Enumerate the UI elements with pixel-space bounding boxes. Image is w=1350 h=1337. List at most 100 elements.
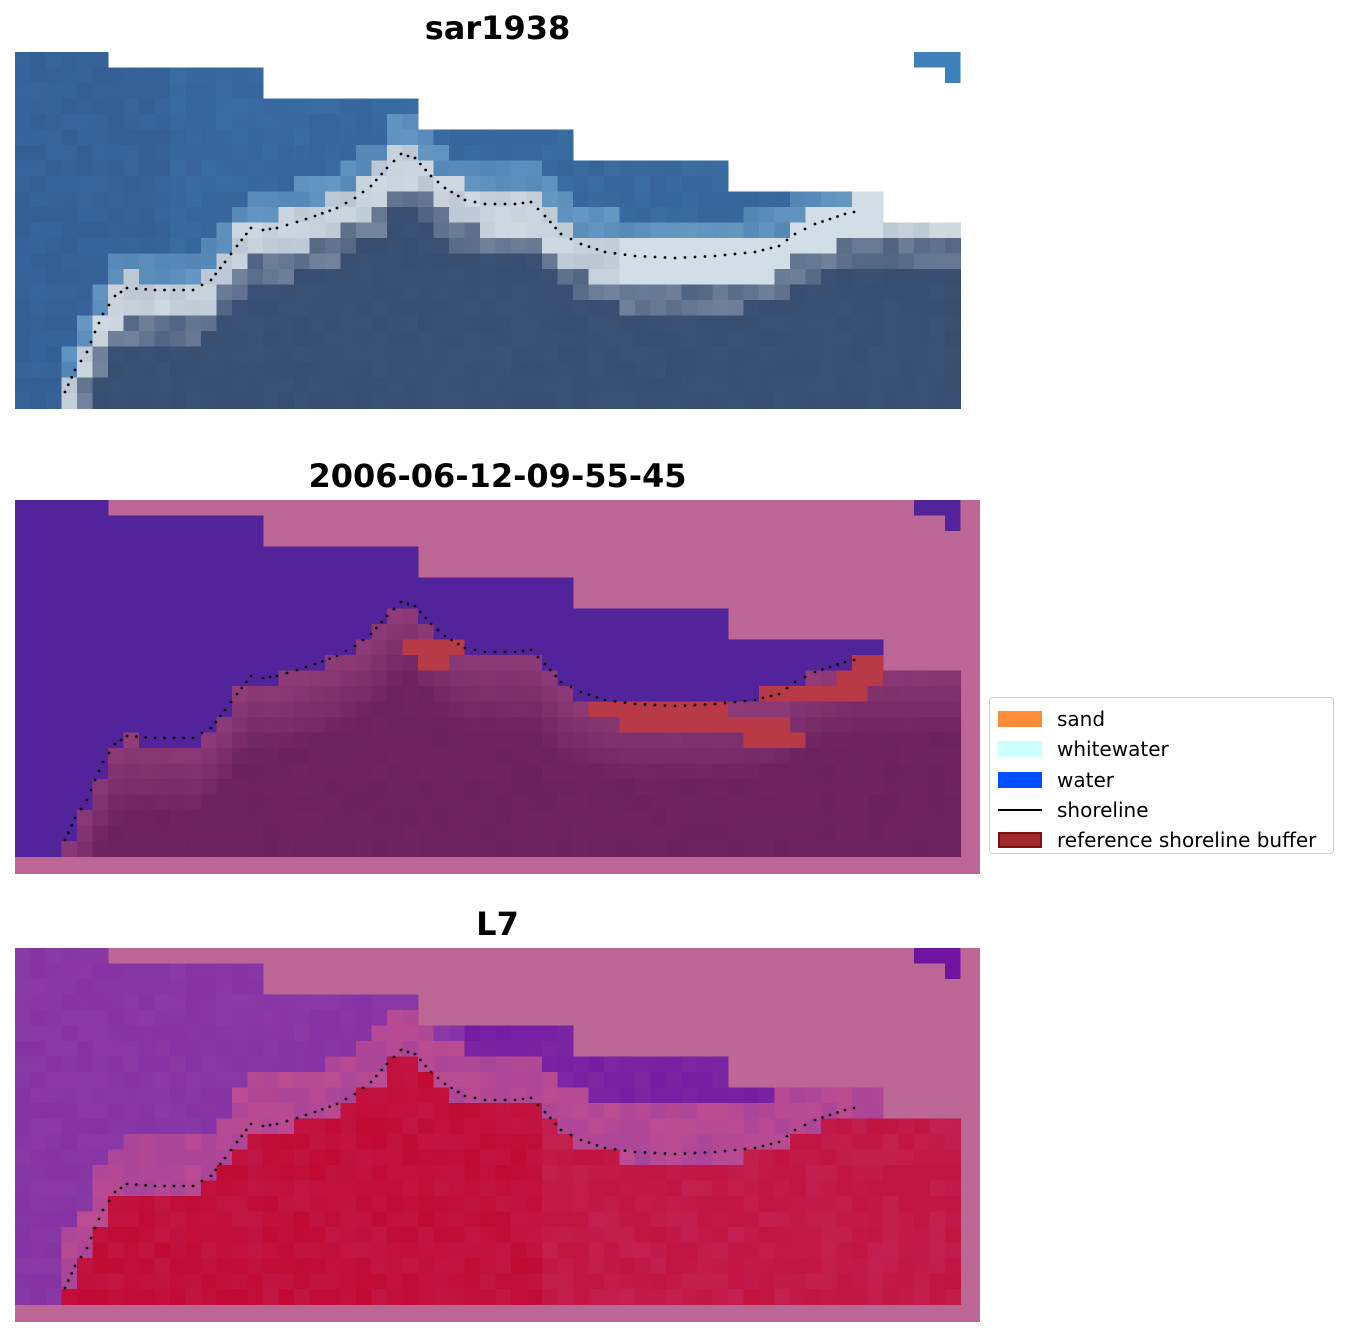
index-pixel [232,1103,248,1119]
class-pixel [588,732,605,749]
index-pixel [123,1211,140,1228]
shoreline-dot [182,1184,185,1188]
image-pixel [77,284,93,301]
index-pixel [108,963,124,980]
class-pixel [418,577,434,594]
class-pixel [92,562,109,578]
image-pixel [371,98,388,115]
image-pixel [774,300,791,316]
class-pixel [402,608,419,625]
classified-image [15,500,980,874]
index-pixel [805,1087,822,1104]
class-pixel [511,701,527,718]
shoreline-dot [521,1097,525,1101]
shoreline-dot [113,294,117,298]
class-pixel [294,717,310,733]
class-pixel [511,670,527,687]
class-pixel [433,608,450,625]
index-pixel [945,1134,961,1150]
image-pixel [15,315,31,332]
class-pixel [511,717,527,733]
class-pixel [371,794,388,811]
class-pixel [201,841,217,857]
image-pixel [805,269,822,285]
class-pixel [635,608,651,625]
class-pixel [697,624,713,640]
class-pixel [573,810,589,826]
class-pixel [464,608,481,625]
reference-buffer-swatch [998,832,1042,849]
image-pixel [123,377,140,394]
image-pixel [542,176,558,192]
image-pixel [449,160,465,177]
shoreline-dot [249,1122,253,1126]
image-pixel [495,176,512,192]
class-pixel [77,810,93,826]
index-pixel [387,1118,403,1135]
index-pixel [61,994,78,1011]
image-pixel [526,160,543,177]
class-pixel [557,670,574,687]
image-pixel [852,222,868,239]
class-pixel [170,546,186,563]
class-pixel [542,841,558,857]
image-pixel [805,191,822,208]
shoreline-dot [153,288,157,292]
index-pixel [511,1196,527,1212]
index-pixel [805,1180,822,1197]
index-pixel [387,1242,403,1259]
class-pixel [232,624,248,640]
image-pixel [278,253,295,270]
index-pixel [805,1134,822,1150]
image-pixel [170,145,186,161]
image-pixel [635,160,651,177]
shoreline-dot [70,1271,74,1275]
image-pixel [557,160,574,177]
image-pixel [790,377,806,394]
class-pixel [30,639,47,656]
index-pixel [402,1289,419,1305]
class-pixel [356,748,372,764]
image-pixel [929,331,946,347]
class-pixel [185,810,202,826]
class-pixel [30,624,47,640]
index-pixel [108,1258,124,1274]
index-pixel [77,948,93,964]
index-pixel [743,1087,760,1104]
index-pixel [712,1134,729,1150]
class-pixel [216,531,233,547]
image-pixel [201,67,217,84]
class-pixel [154,531,171,547]
class-pixel [278,732,295,749]
image-pixel [46,160,62,177]
class-pixel [759,763,775,780]
image-pixel [325,114,341,130]
image-pixel [232,114,248,130]
index-pixel [433,1165,450,1181]
image-pixel [619,222,636,239]
class-pixel [77,593,93,609]
class-pixel [774,763,791,780]
image-pixel [15,129,31,146]
image-pixel [573,284,589,301]
class-pixel [92,608,109,625]
index-pixel [232,1227,248,1243]
class-pixel [325,717,341,733]
class-pixel [867,701,884,718]
class-pixel [263,655,279,671]
index-pixel [201,1025,217,1042]
index-pixel [821,1227,837,1243]
image-pixel [635,300,651,316]
index-pixel [511,1242,527,1259]
class-pixel [356,577,372,594]
image-pixel [15,145,31,161]
index-pixel [61,1087,78,1104]
index-pixel [557,1196,574,1212]
class-pixel [759,841,775,857]
class-pixel [216,686,233,702]
image-pixel [728,222,744,239]
shoreline-dot [753,1146,757,1150]
class-pixel [480,748,496,764]
class-pixel [77,748,93,764]
index-pixel [945,1165,961,1181]
